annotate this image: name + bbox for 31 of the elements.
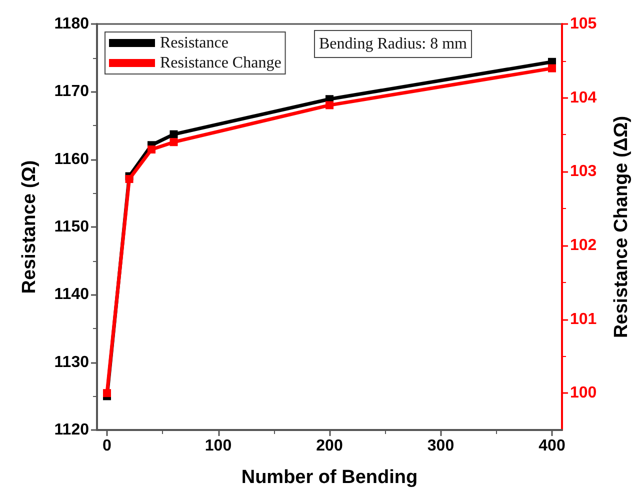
legend-label: Resistance Change: [160, 54, 282, 72]
y-tick-label: 1140: [54, 286, 90, 304]
y-tick-label: 1160: [54, 150, 90, 168]
point: [548, 64, 556, 72]
x-tick-label: 200: [316, 438, 343, 454]
point: [326, 101, 334, 110]
y2-tick-label: 101: [570, 310, 597, 328]
y-tick-label: 1150: [54, 218, 90, 236]
annotation: Bending Radius: 8 mm: [319, 36, 468, 52]
y-axis-title: Resistance (Ω): [19, 160, 40, 294]
point: [148, 145, 156, 154]
y2-tick-label: 104: [570, 89, 597, 106]
y2-tick-label: 102: [570, 236, 597, 254]
legend-label: Resistance: [160, 34, 228, 52]
y2-tick-label: 105: [570, 16, 597, 32]
y2-tick-label: 103: [570, 163, 597, 180]
y-tick-label: 1170: [54, 83, 90, 100]
y2-axis-title: Resistance Change (ΔΩ): [611, 116, 632, 338]
x-tick-label: 100: [204, 438, 232, 454]
x-tick-label: 0: [102, 438, 112, 454]
x-tick-label: 300: [427, 438, 454, 454]
y-tick-label: 1130: [54, 354, 90, 371]
x-tick-label: 400: [538, 438, 566, 454]
y-tick-label: 1120: [54, 422, 90, 438]
y-tick-label: 1180: [54, 16, 90, 32]
point: [125, 175, 134, 184]
y2-tick-label: 100: [570, 384, 597, 402]
point: [103, 389, 112, 398]
point: [170, 130, 178, 138]
point: [170, 138, 178, 146]
x-axis-title: Number of Bending: [241, 467, 418, 488]
